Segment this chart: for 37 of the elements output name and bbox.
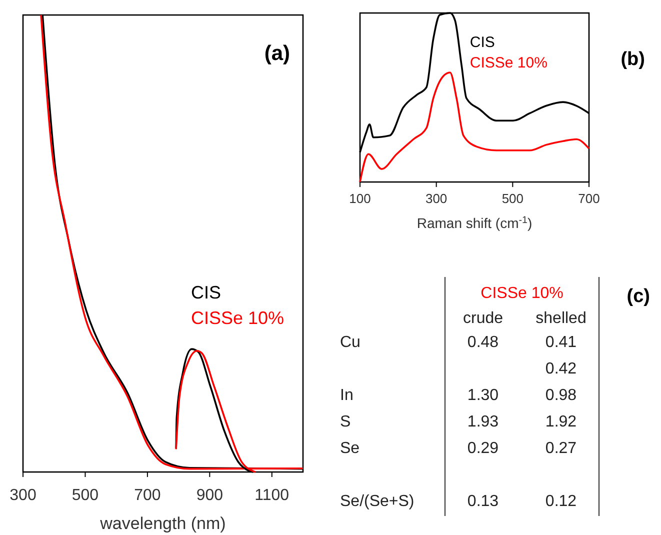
- category-label: Se/(Se+S): [340, 493, 414, 510]
- series-label: CIS: [470, 34, 495, 51]
- x-tick-label: 300: [425, 191, 448, 206]
- x-tick-label: 1100: [254, 487, 290, 504]
- text: CIS: [191, 282, 222, 302]
- text: 1.30: [467, 387, 499, 404]
- category-label: In: [340, 387, 354, 404]
- text: 1.92: [545, 414, 577, 430]
- text: 0.12: [545, 493, 577, 510]
- text: 0.98: [545, 387, 577, 404]
- x-tick-label: 700: [134, 487, 161, 504]
- text: 1.93: [467, 414, 499, 430]
- text: CISSe 10%: [191, 308, 284, 328]
- text: (a): [264, 42, 290, 65]
- category-label: Se: [340, 440, 360, 457]
- x-tick-label: 700: [578, 191, 600, 206]
- text: 0.29: [467, 440, 499, 457]
- x-tick-label: 500: [72, 487, 99, 504]
- x-tick-label: 500: [502, 191, 524, 206]
- category-label: Cu: [340, 334, 360, 351]
- text: 0.48: [467, 334, 499, 351]
- x-tick-label: 300: [10, 487, 36, 504]
- x-tick-label: 100: [349, 191, 371, 206]
- series-label: CISSe 10%: [470, 54, 548, 72]
- category-label: shelled: [536, 310, 586, 327]
- x-axis-title: wavelength (nm): [99, 514, 226, 533]
- x-tick-label: 900: [196, 487, 224, 504]
- x-axis-title: Raman shift (cm$^{-1}$): [416, 214, 532, 231]
- category-label: S: [340, 414, 351, 430]
- text: (c): [626, 286, 650, 307]
- text: (b): [620, 49, 645, 70]
- text: 0.42: [545, 360, 577, 378]
- category-label: crude: [462, 310, 504, 327]
- text: 0.27: [545, 440, 577, 457]
- text: 0.13: [467, 493, 499, 510]
- text: 0.41: [545, 334, 577, 351]
- text: CISSe 10%: [480, 285, 564, 302]
